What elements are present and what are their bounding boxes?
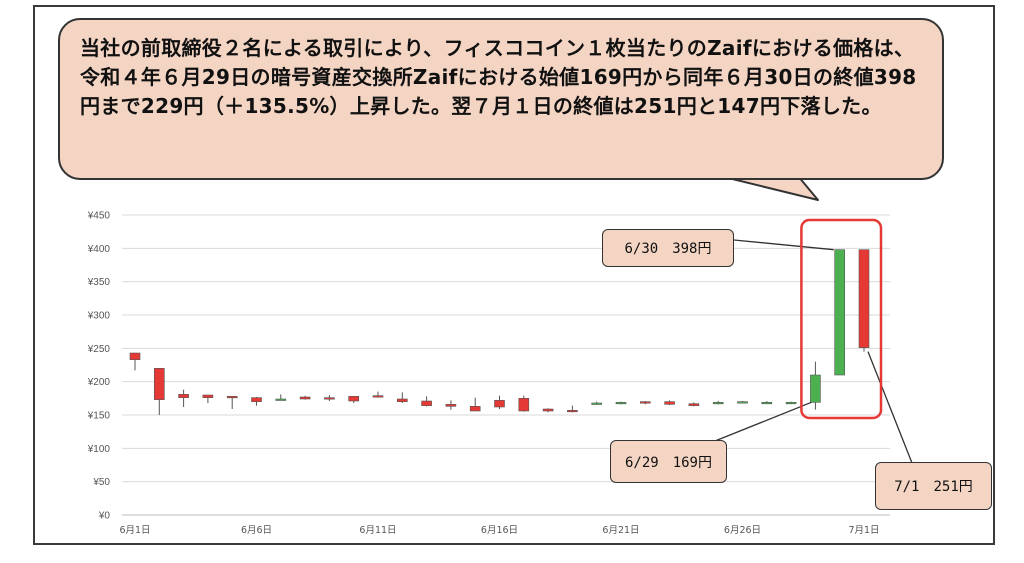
candle xyxy=(810,361,821,410)
x-tick-label: 6月1日 xyxy=(119,525,150,536)
y-tick-label: ¥50 xyxy=(92,477,110,488)
callout-jun29: 6/29 169円 xyxy=(610,440,727,483)
candle xyxy=(154,368,165,415)
candle-body xyxy=(154,368,165,400)
candle-body xyxy=(275,398,287,401)
candle-body xyxy=(858,249,870,348)
x-tick-label: 6月26日 xyxy=(724,525,761,536)
candle-body xyxy=(396,398,408,402)
y-tick-label: ¥300 xyxy=(87,311,111,322)
pointer-jul1 xyxy=(867,351,913,464)
callout-jul1: 7/1 251円 xyxy=(875,462,992,510)
candle-body xyxy=(372,395,384,398)
candle-body xyxy=(178,394,189,398)
candle xyxy=(469,397,481,412)
candle xyxy=(712,401,724,405)
candle xyxy=(518,395,530,412)
candle xyxy=(785,401,797,405)
candles xyxy=(129,249,870,415)
pointer-jun29 xyxy=(709,401,812,444)
candle xyxy=(348,396,360,403)
candle xyxy=(494,395,505,409)
candle-body xyxy=(324,397,335,400)
candle-body xyxy=(737,401,748,404)
candle-body xyxy=(348,396,360,402)
candle-body xyxy=(129,352,141,360)
candle xyxy=(299,395,311,400)
candle-body xyxy=(591,402,603,405)
speech-bubble xyxy=(58,18,944,180)
candle xyxy=(445,400,457,410)
y-tick-label: ¥250 xyxy=(87,344,111,355)
candle xyxy=(129,352,141,371)
chart-grid xyxy=(122,214,890,516)
candle xyxy=(639,401,651,405)
candle-body xyxy=(299,396,311,400)
candle-body xyxy=(445,404,457,407)
y-tick-label: ¥100 xyxy=(87,444,111,455)
candle xyxy=(251,397,262,406)
candle xyxy=(688,402,700,407)
candle xyxy=(737,401,748,404)
pointer-jun30 xyxy=(733,239,834,251)
y-axis-ticks: ¥0 ¥50 ¥100 ¥150 ¥200 ¥250 ¥300 ¥350 ¥400 ¥450 xyxy=(87,211,111,522)
y-tick-label: ¥350 xyxy=(87,277,111,288)
candle-body xyxy=(712,402,724,405)
x-tick-label: 6月16日 xyxy=(481,525,518,536)
candle-body xyxy=(639,401,651,404)
candle-body xyxy=(226,396,238,399)
candle xyxy=(372,391,384,398)
candle xyxy=(761,401,773,405)
candle-body xyxy=(664,401,675,405)
y-tick-label: ¥200 xyxy=(87,377,111,388)
candle xyxy=(858,249,870,352)
x-axis-ticks: 6月1日 6月6日 6月11日 6月16日 6月21日 6月26日 7月1日 xyxy=(119,525,879,536)
candle xyxy=(421,396,432,407)
candle xyxy=(834,249,846,376)
callout-jun30: 6/30 398円 xyxy=(602,229,734,267)
y-tick-label: ¥400 xyxy=(87,244,111,255)
x-tick-label: 7月1日 xyxy=(848,525,879,536)
x-tick-label: 6月21日 xyxy=(602,525,639,536)
candle-body xyxy=(761,402,773,405)
candle-body xyxy=(202,394,214,398)
candle xyxy=(664,400,675,405)
x-tick-label: 6月11日 xyxy=(359,525,396,536)
candle-body xyxy=(615,402,627,405)
candle-body xyxy=(567,410,578,413)
candle xyxy=(226,396,238,409)
candle-body xyxy=(834,249,846,376)
candle-body xyxy=(542,408,554,412)
annotation-text: 当社の前取締役２名による取引により、フィスココイン１枚当たりのZaifにおける価… xyxy=(80,36,917,118)
callout-pointers xyxy=(709,239,913,464)
candle xyxy=(542,408,554,413)
candle xyxy=(591,401,603,405)
y-tick-label: ¥450 xyxy=(87,211,111,222)
candle-body xyxy=(688,403,700,406)
candle-body xyxy=(810,374,821,403)
candle xyxy=(567,405,578,413)
candle xyxy=(324,395,335,401)
candle xyxy=(615,401,627,405)
candle-body xyxy=(421,400,432,406)
candle-body xyxy=(518,398,530,412)
highlight-box xyxy=(800,218,883,420)
candle xyxy=(275,394,287,401)
candle-body xyxy=(785,402,797,405)
y-tick-label: ¥0 xyxy=(98,511,111,522)
x-tick-label: 6月6日 xyxy=(241,525,272,536)
candle xyxy=(396,392,408,403)
y-tick-label: ¥150 xyxy=(87,411,111,422)
candle-body xyxy=(494,400,505,408)
candle xyxy=(202,394,214,403)
candle xyxy=(178,389,189,407)
candle-body xyxy=(251,397,262,402)
candle-body xyxy=(469,406,481,412)
